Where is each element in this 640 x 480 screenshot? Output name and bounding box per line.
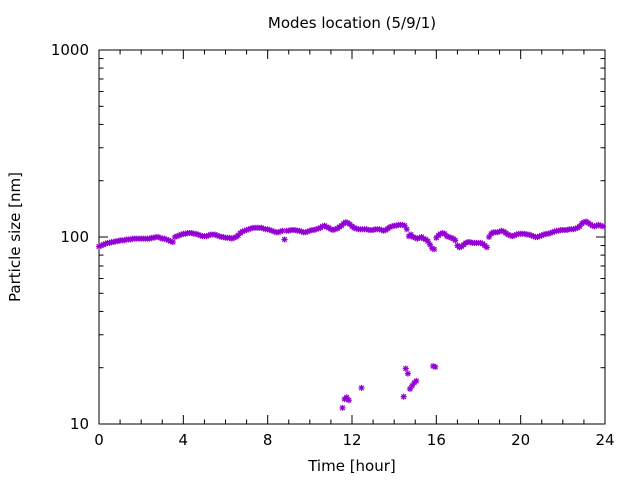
data-point: [281, 236, 288, 243]
y-tick-label: 1000: [51, 41, 89, 59]
x-tick-label: 8: [263, 431, 273, 449]
x-tick-label: 24: [595, 431, 614, 449]
axis-tick-labels: 0 4 8 12 16 20 24 10 100 1000: [51, 41, 615, 449]
data-point: [339, 404, 346, 411]
data-point: [169, 239, 176, 246]
x-tick-label: 12: [342, 431, 361, 449]
data-point: [599, 223, 606, 230]
data-point: [483, 244, 490, 251]
y-tick-label: 10: [70, 415, 89, 433]
data-point: [431, 246, 438, 253]
data-point: [413, 377, 420, 384]
data-point: [406, 385, 413, 392]
x-tick-label: 4: [179, 431, 189, 449]
data-point: [358, 384, 365, 391]
y-tick-label: 100: [60, 228, 89, 246]
data-point: [452, 237, 459, 244]
data-point: [400, 393, 407, 400]
x-tick-label: 0: [94, 431, 104, 449]
data-point: [311, 227, 318, 234]
data-point: [456, 244, 463, 251]
data-points: [96, 218, 606, 411]
data-point: [432, 363, 439, 370]
axis-ticks: [98, 49, 606, 425]
data-point: [402, 365, 409, 372]
data-point: [404, 370, 411, 377]
data-point: [486, 234, 493, 240]
data-point: [403, 226, 410, 233]
x-tick-label: 16: [427, 431, 446, 449]
data-point: [279, 227, 286, 234]
x-axis-label: Time [hour]: [307, 457, 396, 475]
chart-title: Modes location (5/9/1): [268, 14, 436, 32]
y-axis-label: Particle size [nm]: [6, 172, 24, 302]
data-point: [98, 242, 105, 249]
x-tick-label: 20: [511, 431, 530, 449]
data-point: [345, 397, 352, 404]
